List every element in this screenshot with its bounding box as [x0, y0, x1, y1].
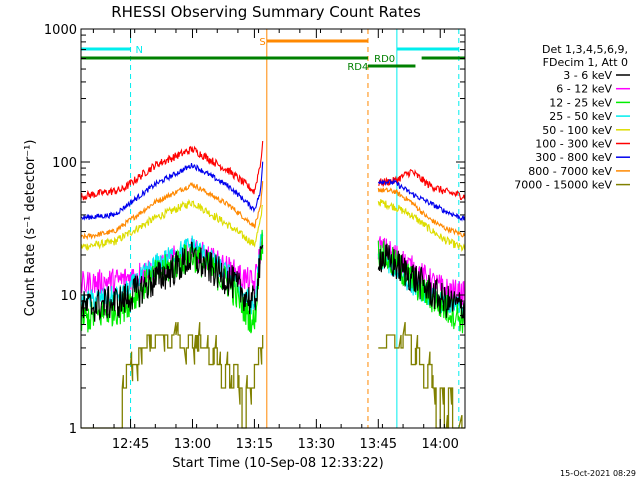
state-bar-label: N — [136, 45, 143, 56]
x-tick-label: 13:45 — [360, 437, 397, 452]
state-bar-label: S — [259, 37, 265, 48]
legend-header-line-2: FDecim 1, Att 0 — [543, 56, 628, 69]
legend-entry-label: 12 - 25 keV — [549, 96, 612, 109]
state-bar-label: RD0 — [374, 54, 395, 65]
series-line — [377, 199, 466, 252]
legend-entry-label: 3 - 6 keV — [563, 69, 612, 82]
state-bar-label: RD4 — [347, 62, 368, 73]
x-tick-label: 13:15 — [236, 437, 273, 452]
legend-entry-label: 50 - 100 keV — [542, 124, 612, 137]
series-line — [81, 322, 264, 429]
x-tick-label: 13:30 — [298, 437, 335, 452]
legend-entry-label: 6 - 12 keV — [556, 83, 612, 96]
x-tick-label: 13:00 — [174, 437, 211, 452]
chart-title: RHESSI Observing Summary Count Rates — [111, 3, 421, 21]
series-lines — [80, 140, 466, 429]
plot-area: N S RD0 RD4 1 10 100 1000 12:45 13:00 13:15 13:30… — [44, 23, 466, 452]
y-axis-label: Count Rate (s⁻¹ detector⁻¹) — [23, 140, 38, 317]
footer-date: 15-Oct-2021 08:29 — [560, 469, 636, 478]
y-axis: 1 10 100 1000 — [44, 23, 465, 437]
series-line — [80, 181, 264, 241]
x-axis-label: Start Time (10-Sep-08 12:33:22) — [172, 456, 383, 471]
series-line — [377, 240, 466, 334]
legend-header-line-1: Det 1,3,4,5,6,9, — [542, 43, 628, 56]
x-tick-label: 12:45 — [112, 437, 149, 452]
series-line — [378, 322, 465, 429]
series-line — [80, 161, 264, 221]
legend-entry-label: 25 - 50 keV — [549, 110, 612, 123]
legend: Det 1,3,4,5,6,9, FDecim 1, Att 0 3 - 6 k… — [514, 43, 630, 192]
series-line — [80, 241, 264, 322]
x-axis: 12:45 13:00 13:15 13:30 13:45 14:00 — [92, 29, 459, 452]
y-tick-label: 1000 — [44, 23, 77, 38]
y-tick-label: 100 — [52, 156, 77, 171]
series-line — [80, 198, 264, 252]
legend-entry-label: 100 - 300 keV — [535, 138, 612, 151]
series-line — [377, 178, 466, 222]
legend-entry-label: 800 - 7000 keV — [528, 165, 612, 178]
series-line — [377, 187, 466, 238]
x-tick-label: 14:00 — [421, 437, 458, 452]
legend-entry-label: 7000 - 15000 keV — [514, 179, 612, 192]
legend-entry-label: 300 - 800 keV — [535, 151, 612, 164]
state-bars: N S RD0 RD4 — [81, 37, 465, 73]
series-line — [378, 168, 466, 201]
y-tick-label: 1 — [69, 422, 77, 437]
y-tick-label: 10 — [60, 289, 77, 304]
plot-frame — [80, 28, 466, 429]
series-line — [377, 243, 466, 325]
series-line — [80, 140, 264, 201]
